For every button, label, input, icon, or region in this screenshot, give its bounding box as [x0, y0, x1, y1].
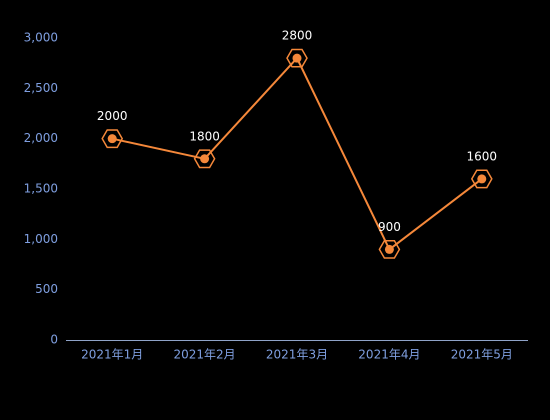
data-label: 2000 [97, 109, 128, 123]
point-marker-outline [101, 129, 124, 149]
x-tick-label: 2021年3月 [266, 348, 328, 362]
y-tick-label: 1,000 [24, 232, 58, 246]
point-marker-outline [286, 48, 308, 68]
data-label: 1800 [189, 129, 220, 143]
data-label: 2800 [282, 29, 313, 43]
x-tick-label: 2021年1月 [81, 348, 143, 362]
y-tick-label: 2,000 [24, 131, 58, 145]
point-marker [200, 154, 210, 164]
point-marker-outline [378, 239, 401, 259]
y-tick-label: 500 [35, 282, 58, 296]
x-tick-label: 2021年2月 [174, 348, 236, 362]
point-marker [477, 174, 487, 184]
point-marker-outline [470, 169, 493, 189]
point-marker [107, 134, 117, 144]
line [111, 56, 483, 251]
y-tick-label: 1,500 [24, 182, 58, 196]
point-marker [384, 244, 394, 254]
point-marker [292, 53, 302, 63]
y-tick-label: 2,500 [24, 81, 58, 95]
y-tick-label: 3,000 [24, 31, 58, 45]
data-label: 900 [378, 220, 401, 234]
y-tick-label: 0 [50, 333, 58, 347]
data-label: 1600 [467, 149, 498, 163]
x-tick-label: 2021年4月 [358, 348, 420, 362]
point-marker-outline [193, 149, 216, 169]
x-tick-label: 2021年5月 [451, 348, 513, 362]
